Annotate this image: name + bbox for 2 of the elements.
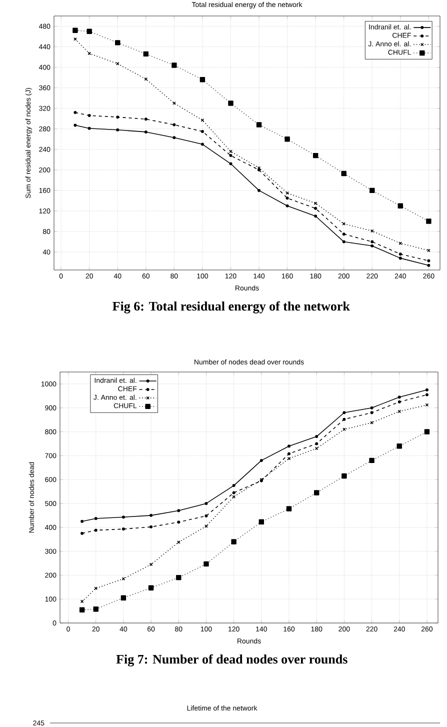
caption: Fig 7: Number of dead nodes over rounds — [116, 654, 348, 666]
caption: Fig 6: Total residual energy of the network — [112, 301, 350, 314]
